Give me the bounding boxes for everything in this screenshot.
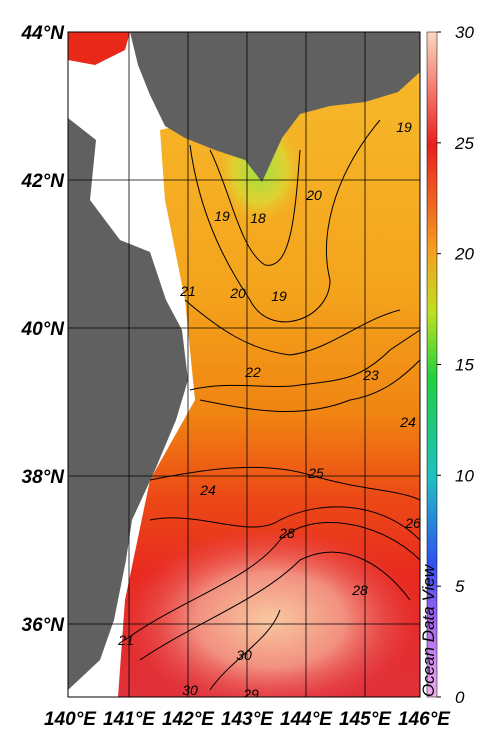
land xyxy=(68,118,188,690)
sea-surface xyxy=(68,32,130,65)
contour-label: 19 xyxy=(271,288,287,304)
lat-label: 44°N xyxy=(21,23,66,44)
contour-label: 24 xyxy=(199,482,216,498)
contour-label: 19 xyxy=(396,119,412,135)
lon-label: 146°E xyxy=(398,709,451,730)
map-body: 19 18 19 20 20 19 21 22 23 24 25 24 28 26 28 30 29 30 21 xyxy=(68,32,421,702)
contours xyxy=(124,119,420,691)
lat-label: 42°N xyxy=(21,171,66,192)
lat-label: 36°N xyxy=(22,615,66,636)
contour-label: 24 xyxy=(399,414,416,430)
land xyxy=(130,32,420,182)
colorbar-label: 5 xyxy=(455,577,465,596)
colorbar-label: 30 xyxy=(455,23,474,42)
lat-label: 40°N xyxy=(21,319,66,340)
lon-label: 143°E xyxy=(221,709,274,730)
graticule xyxy=(68,32,420,697)
contour-label: 28 xyxy=(278,525,295,541)
contour-label: 21 xyxy=(117,632,134,648)
lon-label: 144°E xyxy=(280,709,333,730)
axes: 44°N 42°N 40°N 38°N 36°N 140°E 141°E 142°E 143°E… xyxy=(21,23,475,730)
contour-label: 19 xyxy=(214,208,230,224)
colorbar-label: 10 xyxy=(455,466,474,485)
contour-labels: 19 18 19 20 20 19 21 22 23 24 25 24 28 26 28 30 29 30 21 xyxy=(117,119,421,702)
contour-label: 22 xyxy=(244,364,261,380)
contour-label: 23 xyxy=(362,367,379,383)
frame xyxy=(67,31,421,698)
lat-label: 38°N xyxy=(22,467,66,488)
contour-label: 25 xyxy=(307,465,324,481)
warm-core xyxy=(120,525,420,697)
lon-label: 140°E xyxy=(44,709,97,730)
contour-label: 30 xyxy=(236,647,252,663)
watermark: Ocean Data View xyxy=(419,563,438,697)
colorbar-label: 15 xyxy=(455,356,474,375)
lon-label: 141°E xyxy=(103,709,156,730)
lon-label: 145°E xyxy=(339,709,392,730)
colorbar-label: 0 xyxy=(455,688,465,707)
colorbar-label: 20 xyxy=(454,245,474,264)
contour-label: 20 xyxy=(229,285,246,301)
contour-label: 26 xyxy=(404,515,421,531)
contour-label: 21 xyxy=(179,283,196,299)
contour-label: 20 xyxy=(305,187,322,203)
lon-label: 142°E xyxy=(162,709,215,730)
contour-label: 29 xyxy=(242,686,259,702)
contour-label: 28 xyxy=(351,582,368,598)
contour-label: 18 xyxy=(250,210,266,226)
colorbar-label: 25 xyxy=(454,134,474,153)
contour-label: 30 xyxy=(182,682,198,698)
